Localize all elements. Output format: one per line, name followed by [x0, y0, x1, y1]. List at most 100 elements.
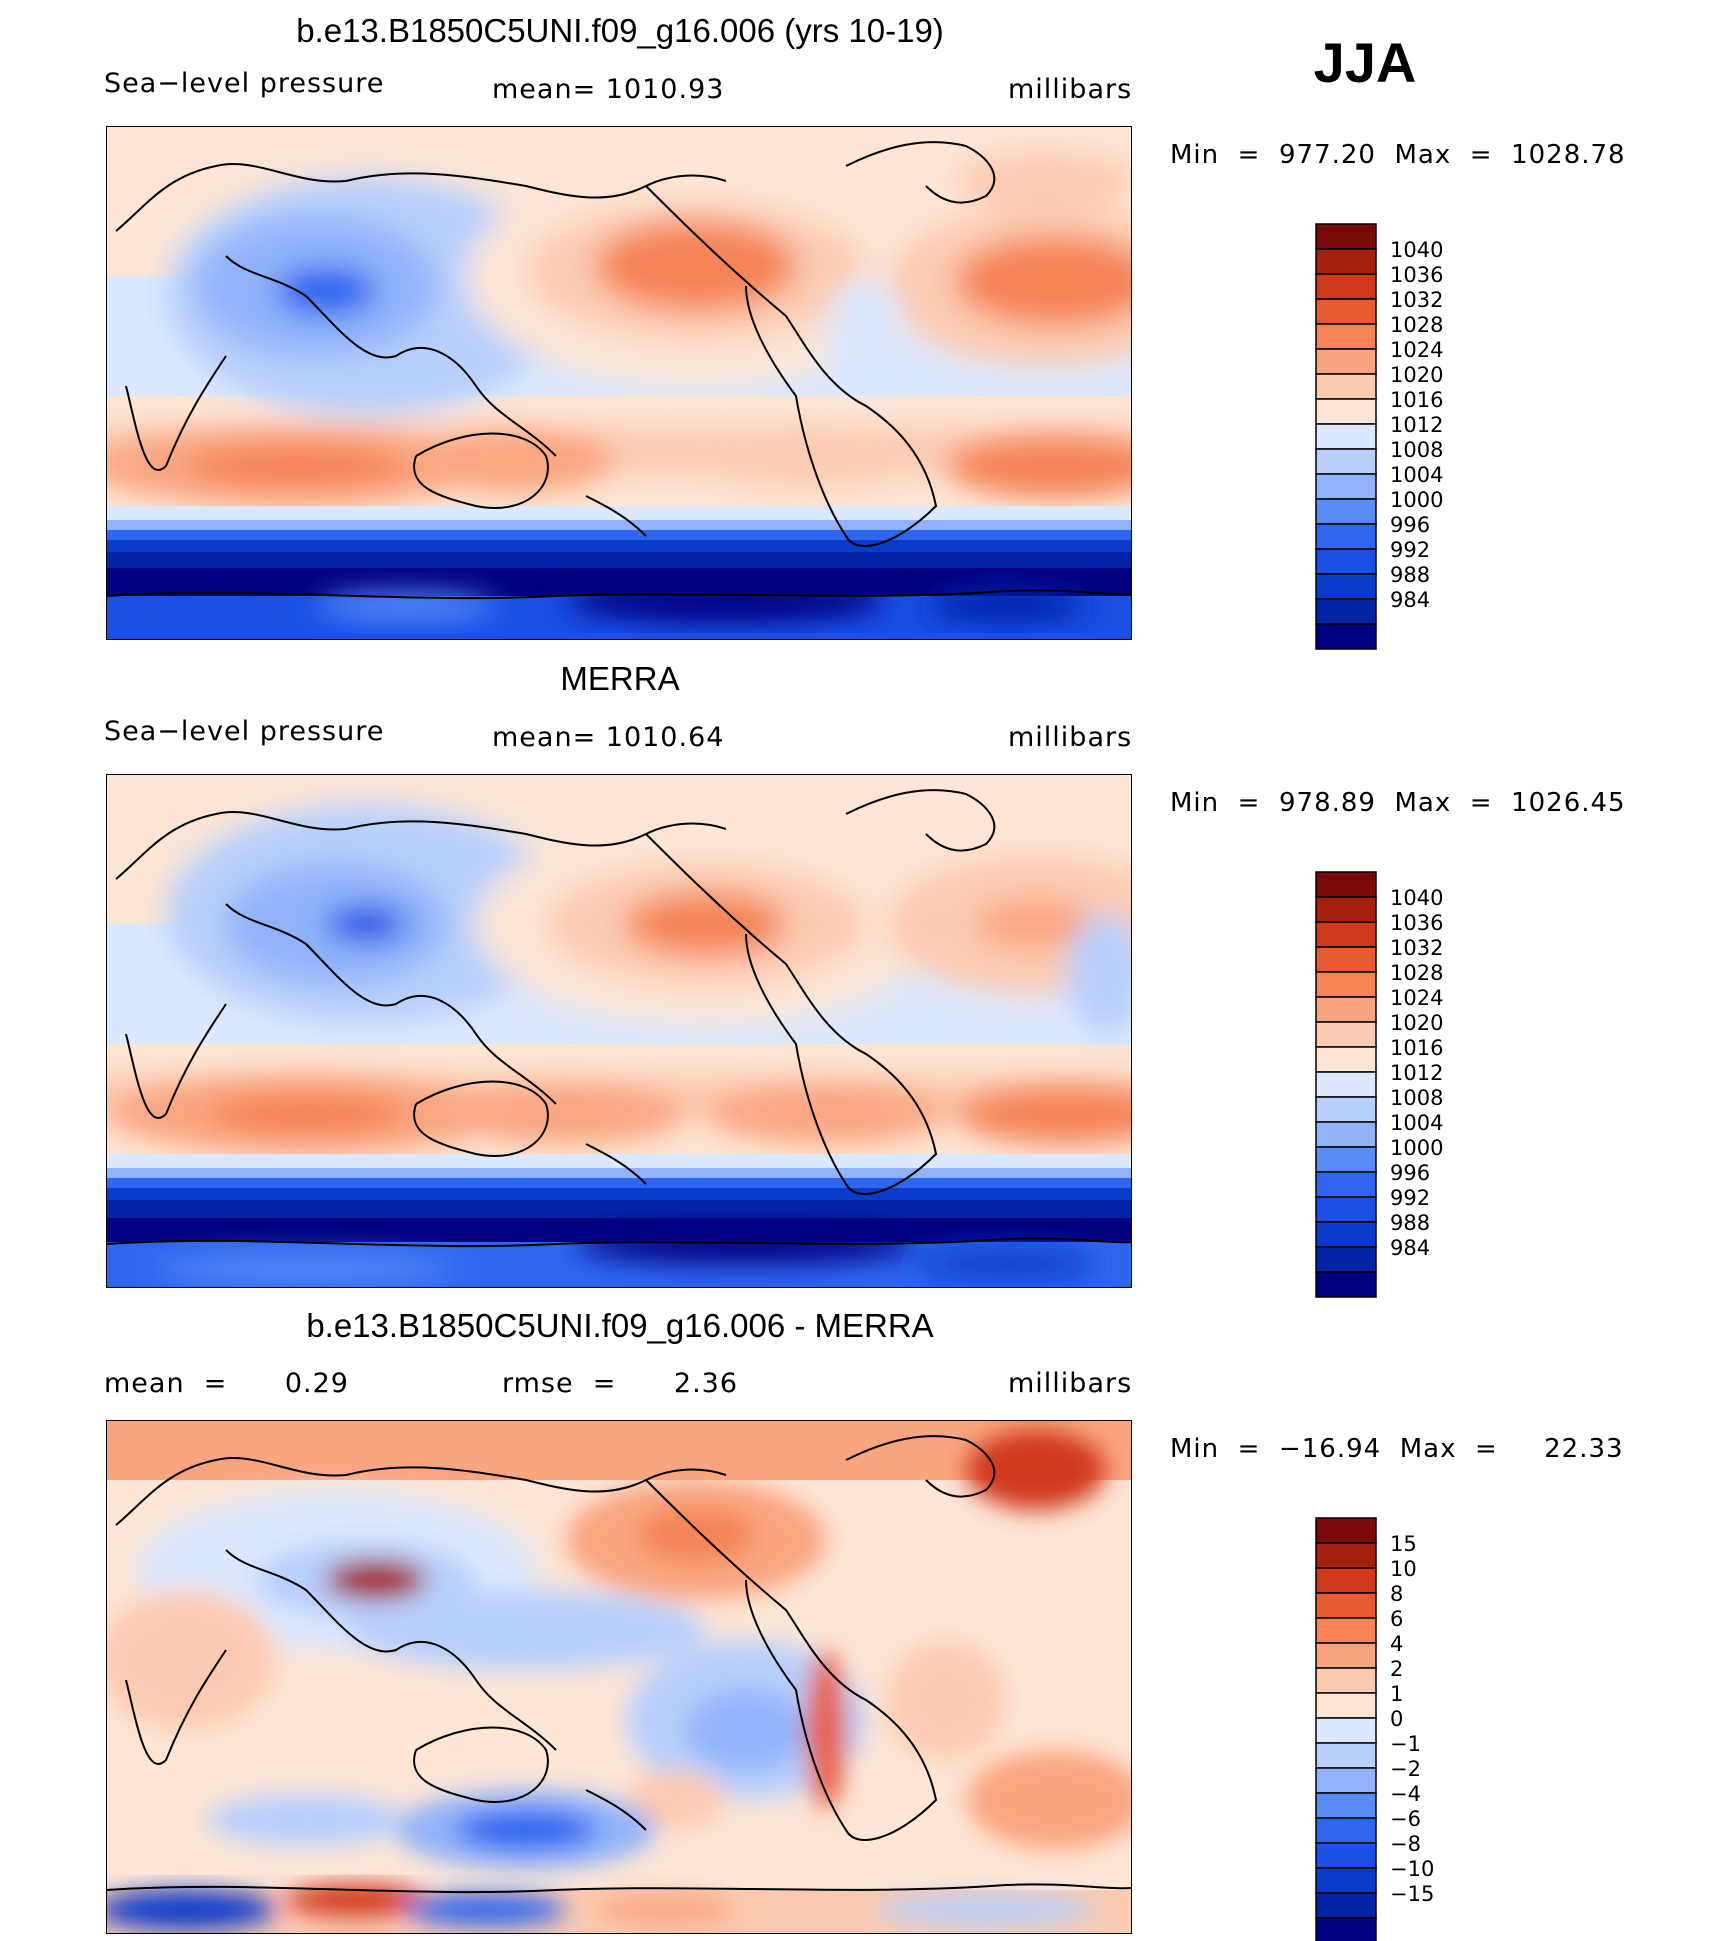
colorbar-swatch — [1315, 423, 1377, 450]
colorbar-swatch — [1315, 1867, 1377, 1894]
panel-2-mean-label: mean= 1010.64 — [492, 722, 725, 753]
colorbar-tick-label: 4 — [1390, 1632, 1403, 1656]
colorbar-tick-label: 1000 — [1390, 488, 1443, 512]
season-label: JJA — [1313, 31, 1417, 94]
colorbar-swatch — [1315, 1517, 1377, 1544]
panel-1-variable-label: Sea−level pressure — [104, 68, 385, 99]
colorbar-swatch — [1315, 1567, 1377, 1594]
colorbar-tick-label: −2 — [1390, 1757, 1421, 1781]
panel-3-minmax: Min = −16.94 Max = 22.33 — [1170, 1434, 1624, 1464]
colorbar-tick-label: 1016 — [1390, 388, 1443, 412]
colorbar-tick-label: −10 — [1390, 1857, 1434, 1881]
colorbar-tick-label: −15 — [1390, 1882, 1434, 1906]
colorbar-swatch — [1315, 1617, 1377, 1644]
colorbar-tick-label: 1016 — [1390, 1036, 1443, 1060]
colorbar-swatch — [1315, 1046, 1377, 1073]
colorbar-swatch — [1315, 1021, 1377, 1048]
colorbar-tick-label: 1012 — [1390, 1061, 1443, 1085]
colorbar-swatch — [1315, 448, 1377, 475]
colorbar-tick-label: 1024 — [1390, 986, 1443, 1010]
colorbar-swatch — [1315, 1196, 1377, 1223]
colorbar-tick-label: 992 — [1390, 538, 1430, 562]
panel-3-mean-label: mean = 0.29 — [104, 1368, 349, 1399]
colorbar-tick-label: 1036 — [1390, 263, 1443, 287]
panel-2-variable-label: Sea−level pressure — [104, 716, 385, 747]
colorbar-swatch — [1315, 1542, 1377, 1569]
colorbar-swatch — [1315, 871, 1377, 898]
colorbar-swatch — [1315, 1667, 1377, 1694]
colorbar-tick-label: 1028 — [1390, 961, 1443, 985]
colorbar-tick-label: 1008 — [1390, 1086, 1443, 1110]
colorbar-swatch — [1315, 1767, 1377, 1794]
colorbar-tick-label: 6 — [1390, 1607, 1403, 1631]
colorbar-swatch — [1315, 1692, 1377, 1719]
panel-1-map — [106, 126, 1132, 640]
colorbar-swatch — [1315, 971, 1377, 998]
colorbar-tick-label: −1 — [1390, 1732, 1421, 1756]
colorbar-swatch — [1315, 548, 1377, 575]
panel-1-title: b.e13.B1850C5UNI.f09_g16.006 (yrs 10-19) — [296, 12, 944, 49]
colorbar-swatch — [1315, 523, 1377, 550]
colorbar-swatch — [1315, 1146, 1377, 1173]
panel-1-mean-label: mean= 1010.93 — [492, 74, 725, 105]
panel-1-colorbar-svg: 9849889929961000100410081012101610201024… — [1315, 223, 1443, 650]
panel-3-title: b.e13.B1850C5UNI.f09_g16.006 - MERRA — [306, 1307, 934, 1344]
panel-3-rmse-label: rmse = 2.36 — [502, 1368, 739, 1399]
colorbar-swatch — [1315, 248, 1377, 275]
colorbar-swatch — [1315, 1792, 1377, 1819]
colorbar-swatch — [1315, 1642, 1377, 1669]
colorbar-tick-label: 984 — [1390, 1236, 1430, 1260]
colorbar-tick-label: 1032 — [1390, 288, 1443, 312]
colorbar-tick-label: 10 — [1390, 1557, 1417, 1581]
colorbar-tick-label: −6 — [1390, 1807, 1421, 1831]
panel-1-colorbar: 984 988 992 996 1000 1004 1008 1012 1016 1020 1024… — [1315, 223, 1546, 650]
colorbar-tick-label: 996 — [1390, 1161, 1430, 1185]
panel-2-units-label: millibars — [1008, 722, 1133, 753]
panel-2-colorbar-svg: 9849889929961000100410081012101610201024… — [1315, 871, 1443, 1298]
colorbar-swatch — [1315, 223, 1377, 250]
colorbar-tick-label: 0 — [1390, 1707, 1403, 1731]
colorbar-swatch — [1315, 1592, 1377, 1619]
colorbar-tick-label: 1040 — [1390, 238, 1443, 262]
colorbar-swatch — [1315, 623, 1377, 650]
colorbar-tick-label: 1000 — [1390, 1136, 1443, 1160]
colorbar-swatch — [1315, 323, 1377, 350]
colorbar-swatch — [1315, 1221, 1377, 1248]
colorbar-swatch — [1315, 273, 1377, 300]
colorbar-tick-label: 1008 — [1390, 438, 1443, 462]
colorbar-swatch — [1315, 1121, 1377, 1148]
colorbar-swatch — [1315, 1917, 1377, 1941]
colorbar-tick-label: −4 — [1390, 1782, 1421, 1806]
colorbar-tick-label: 1020 — [1390, 1011, 1443, 1035]
colorbar-swatch — [1315, 598, 1377, 625]
colorbar-swatch — [1315, 946, 1377, 973]
colorbar-swatch — [1315, 1842, 1377, 1869]
colorbar-swatch — [1315, 373, 1377, 400]
colorbar-swatch — [1315, 1271, 1377, 1298]
colorbar-tick-label: 8 — [1390, 1582, 1403, 1606]
colorbar-tick-label: 1032 — [1390, 936, 1443, 960]
colorbar-swatch — [1315, 498, 1377, 525]
colorbar-tick-label: 988 — [1390, 1211, 1430, 1235]
colorbar-tick-label: 992 — [1390, 1186, 1430, 1210]
colorbar-swatch — [1315, 921, 1377, 948]
colorbar-tick-label: 984 — [1390, 588, 1430, 612]
panel-3-units-label: millibars — [1008, 1368, 1133, 1399]
panel-2-colorbar: 984 988 992 996 1000 1004 1008 1012 1016 1020 1024… — [1315, 871, 1546, 1298]
colorbar-swatch — [1315, 896, 1377, 923]
colorbar-tick-label: 988 — [1390, 563, 1430, 587]
colorbar-tick-label: 996 — [1390, 513, 1430, 537]
colorbar-swatch — [1315, 1817, 1377, 1844]
panel-3-colorbar: −15 −10 −8 −6 −4 −2 −1 0 1 2 4 6 8 10 15 — [1315, 1517, 1546, 1941]
panel-1-minmax: Min = 977.20 Max = 1028.78 — [1170, 140, 1626, 170]
colorbar-swatch — [1315, 398, 1377, 425]
colorbar-tick-label: 1036 — [1390, 911, 1443, 935]
panel-1-units-label: millibars — [1008, 74, 1133, 105]
colorbar-tick-label: 1012 — [1390, 413, 1443, 437]
colorbar-tick-label: 1004 — [1390, 1111, 1443, 1135]
panel-2-minmax: Min = 978.89 Max = 1026.45 — [1170, 788, 1626, 818]
colorbar-tick-label: 1004 — [1390, 463, 1443, 487]
colorbar-tick-label: 2 — [1390, 1657, 1403, 1681]
colorbar-tick-label: 1040 — [1390, 886, 1443, 910]
